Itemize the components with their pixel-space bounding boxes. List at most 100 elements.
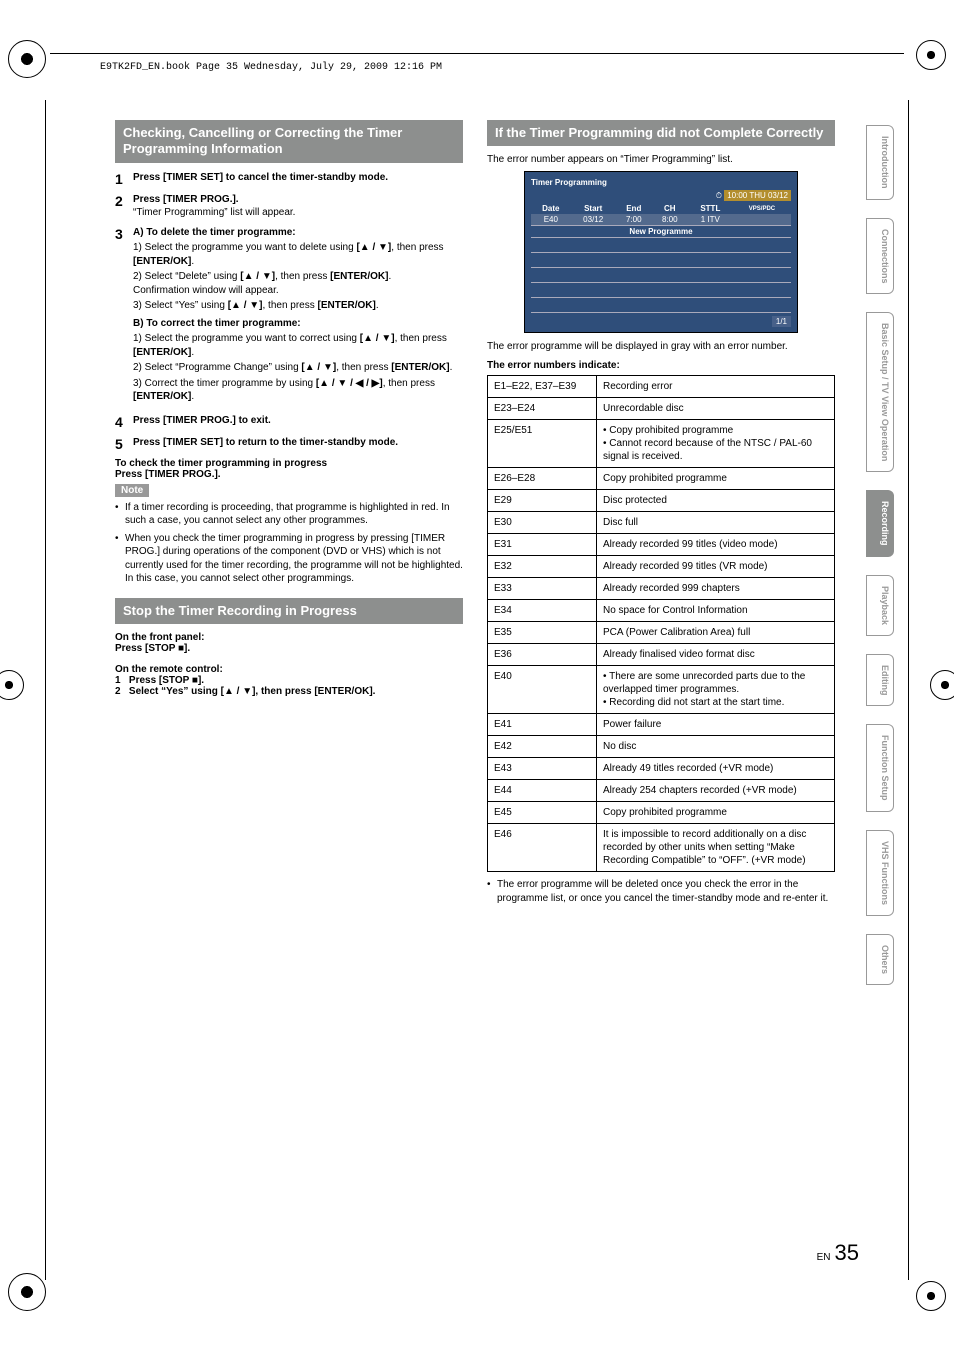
error-desc: Copy prohibited programme bbox=[597, 468, 835, 490]
sub-steps: 1) Select the programme you want to corr… bbox=[133, 332, 463, 404]
step-4: 4 Press [TIMER PROG.] to exit. bbox=[115, 414, 463, 430]
error-code: E35 bbox=[488, 622, 597, 644]
crop-mark bbox=[916, 40, 946, 70]
screen-clock: ⏱ 10:00 THU 03/12 bbox=[531, 191, 791, 201]
error-row: E43Already 49 titles recorded (+VR mode) bbox=[488, 758, 835, 780]
error-codes-table: E1–E22, E37–E39Recording errorE23–E24Unr… bbox=[487, 375, 835, 872]
error-code: E42 bbox=[488, 736, 597, 758]
side-tab[interactable]: Basic Setup / TV View Operation bbox=[866, 312, 894, 472]
error-row: E42No disc bbox=[488, 736, 835, 758]
step-text: Press [TIMER PROG.]. bbox=[133, 194, 239, 205]
side-tab[interactable]: Recording bbox=[866, 490, 894, 557]
error-row: E35PCA (Power Calibration Area) full bbox=[488, 622, 835, 644]
error-code: E34 bbox=[488, 600, 597, 622]
right-column: If the Timer Programming did not Complet… bbox=[487, 120, 835, 909]
error-row: E36Already finalised video format disc bbox=[488, 644, 835, 666]
screen-pager: 1/1 bbox=[531, 317, 791, 326]
error-code: E30 bbox=[488, 512, 597, 534]
error-code: E1–E22, E37–E39 bbox=[488, 376, 597, 398]
note-label: Note bbox=[115, 484, 149, 497]
sub-step: 1) Select the programme you want to dele… bbox=[133, 241, 463, 268]
screen-blank-row bbox=[531, 298, 791, 313]
side-tab[interactable]: Playback bbox=[866, 575, 894, 636]
crop-mark bbox=[0, 670, 24, 700]
screen-error-row: E4003/127:008:001 ITV bbox=[531, 214, 791, 226]
footer-note: The error programme will be deleted once… bbox=[487, 878, 835, 905]
note-item: When you check the timer programming in … bbox=[115, 532, 463, 586]
page-number: EN35 bbox=[817, 1240, 859, 1266]
step-subhead: B) To correct the timer programme: bbox=[133, 318, 301, 329]
error-code: E41 bbox=[488, 714, 597, 736]
sub-step: 3) Correct the timer programme by using … bbox=[133, 377, 463, 404]
error-desc: Already 254 chapters recorded (+VR mode) bbox=[597, 780, 835, 802]
error-desc: No disc bbox=[597, 736, 835, 758]
timer-programming-screen: Timer Programming ⏱ 10:00 THU 03/12 Date… bbox=[524, 171, 798, 333]
error-row: E34No space for Control Information bbox=[488, 600, 835, 622]
error-row: E33Already recorded 999 chapters bbox=[488, 578, 835, 600]
subhead: To check the timer programming in progre… bbox=[115, 458, 463, 469]
error-code: E36 bbox=[488, 644, 597, 666]
paragraph: The error number appears on “Timer Progr… bbox=[487, 154, 835, 165]
crop-line bbox=[908, 100, 909, 1280]
sub-step: 2) Select “Programme Change” using [▲ / … bbox=[133, 361, 463, 375]
note-item: The error programme will be deleted once… bbox=[487, 878, 835, 905]
section-heading: Checking, Cancelling or Correcting the T… bbox=[115, 120, 463, 163]
sub-step: 3) Select “Yes” using [▲ / ▼], then pres… bbox=[133, 299, 463, 313]
side-tab[interactable]: Introduction bbox=[866, 125, 894, 200]
screen-blank-row bbox=[531, 238, 791, 253]
screen-header-row: DateStartEndCHSTTLVPS/PDC bbox=[531, 203, 791, 214]
error-code: E45 bbox=[488, 802, 597, 824]
crop-mark bbox=[8, 1273, 46, 1311]
error-desc: Already 49 titles recorded (+VR mode) bbox=[597, 758, 835, 780]
crop-line bbox=[45, 100, 46, 1280]
side-tab[interactable]: Connections bbox=[866, 218, 894, 295]
error-row: E29Disc protected bbox=[488, 490, 835, 512]
error-row: E30Disc full bbox=[488, 512, 835, 534]
sub-steps: 1) Select the programme you want to dele… bbox=[133, 241, 463, 313]
error-row: E44Already 254 chapters recorded (+VR mo… bbox=[488, 780, 835, 802]
instruction: 1 Press [STOP ■]. bbox=[115, 675, 463, 686]
error-desc: Already recorded 999 chapters bbox=[597, 578, 835, 600]
error-row: E45Copy prohibited programme bbox=[488, 802, 835, 824]
side-tab[interactable]: Function Setup bbox=[866, 724, 894, 812]
error-row: E31Already recorded 99 titles (video mod… bbox=[488, 534, 835, 556]
error-desc: PCA (Power Calibration Area) full bbox=[597, 622, 835, 644]
error-desc: Unrecordable disc bbox=[597, 398, 835, 420]
screen-blank-row bbox=[531, 253, 791, 268]
error-code: E31 bbox=[488, 534, 597, 556]
error-desc: Power failure bbox=[597, 714, 835, 736]
instruction: 2 Select “Yes” using [▲ / ▼], then press… bbox=[115, 686, 463, 697]
error-row: E41Power failure bbox=[488, 714, 835, 736]
error-row: E25/E51• Copy prohibited programme • Can… bbox=[488, 420, 835, 468]
error-desc: Disc protected bbox=[597, 490, 835, 512]
error-row: E26–E28Copy prohibited programme bbox=[488, 468, 835, 490]
error-row: E1–E22, E37–E39Recording error bbox=[488, 376, 835, 398]
steps-list: 1 Press [TIMER SET] to cancel the timer-… bbox=[115, 171, 463, 452]
screen-table: DateStartEndCHSTTLVPS/PDC E4003/127:008:… bbox=[531, 203, 791, 313]
side-tab[interactable]: Others bbox=[866, 934, 894, 985]
sub-step: 2) Select “Delete” using [▲ / ▼], then p… bbox=[133, 270, 463, 297]
error-code: E26–E28 bbox=[488, 468, 597, 490]
step-2: 2 Press [TIMER PROG.]. “Timer Programmin… bbox=[115, 193, 463, 220]
screen-blank-row bbox=[531, 268, 791, 283]
note-list: If a timer recording is proceeding, that… bbox=[115, 501, 463, 586]
content-area: Checking, Cancelling or Correcting the T… bbox=[115, 120, 835, 909]
screen-new-programme: New Programme bbox=[531, 226, 791, 238]
error-desc: Disc full bbox=[597, 512, 835, 534]
subhead: On the remote control: bbox=[115, 664, 463, 675]
error-desc: Already recorded 99 titles (video mode) bbox=[597, 534, 835, 556]
crop-mark bbox=[930, 670, 954, 700]
section-heading: If the Timer Programming did not Complet… bbox=[487, 120, 835, 146]
screen-blank-row bbox=[531, 283, 791, 298]
paragraph: The error programme will be displayed in… bbox=[487, 341, 835, 352]
error-code: E46 bbox=[488, 824, 597, 872]
error-code: E40 bbox=[488, 666, 597, 714]
crop-mark bbox=[8, 40, 46, 78]
subhead: Press [TIMER PROG.]. bbox=[115, 469, 463, 480]
running-head: E9TK2FD_EN.book Page 35 Wednesday, July … bbox=[100, 62, 442, 73]
side-tab[interactable]: Editing bbox=[866, 654, 894, 707]
error-desc: It is impossible to record additionally … bbox=[597, 824, 835, 872]
side-tab[interactable]: VHS Functions bbox=[866, 830, 894, 916]
error-desc: • Copy prohibited programme • Cannot rec… bbox=[597, 420, 835, 468]
error-desc: Copy prohibited programme bbox=[597, 802, 835, 824]
